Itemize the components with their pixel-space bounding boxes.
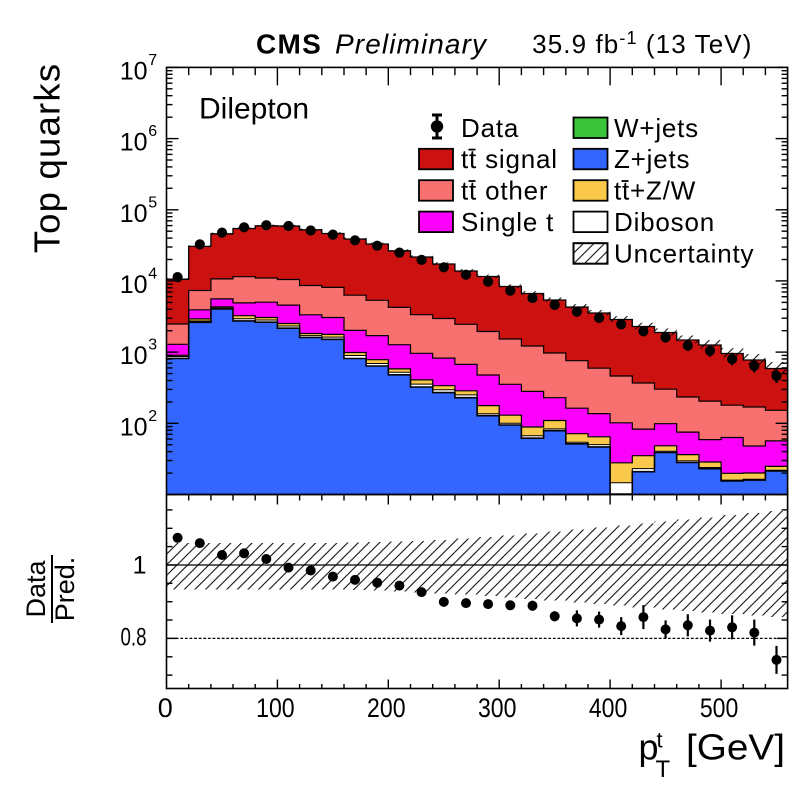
svg-text:5: 5 xyxy=(148,194,157,211)
svg-text:500: 500 xyxy=(700,693,739,723)
svg-text:200: 200 xyxy=(367,693,406,723)
svg-text:1: 1 xyxy=(133,552,147,580)
svg-text:CMS: CMS xyxy=(256,28,322,59)
svg-text:tt+Z/W: tt+Z/W xyxy=(614,176,696,206)
svg-text:Single t: Single t xyxy=(461,207,554,237)
svg-text:100: 100 xyxy=(256,693,295,723)
svg-text:W+jets: W+jets xyxy=(614,113,699,143)
svg-text:Top quarks: Top quarks xyxy=(27,63,68,254)
svg-text:Diboson: Diboson xyxy=(614,207,715,237)
svg-text:0.8: 0.8 xyxy=(121,624,147,652)
svg-text:tt other: tt other xyxy=(461,176,548,206)
svg-text:10: 10 xyxy=(120,342,148,370)
svg-text:[GeV]: [GeV] xyxy=(686,726,785,767)
svg-text:10: 10 xyxy=(120,413,148,441)
svg-text:Pred.: Pred. xyxy=(50,557,80,622)
svg-text:Uncertainty: Uncertainty xyxy=(614,239,754,269)
svg-text:300: 300 xyxy=(478,693,517,723)
svg-text:Data: Data xyxy=(461,113,519,143)
svg-text:Preliminary: Preliminary xyxy=(335,28,488,59)
svg-text:400: 400 xyxy=(589,693,628,723)
svg-text:4: 4 xyxy=(148,266,157,283)
svg-text:Data: Data xyxy=(21,560,51,618)
svg-text:35.9 fb-1 (13 TeV): 35.9 fb-1 (13 TeV) xyxy=(532,28,752,59)
svg-text:10: 10 xyxy=(120,200,148,228)
svg-text:t: t xyxy=(657,728,663,753)
svg-text:3: 3 xyxy=(148,337,157,354)
svg-text:Dilepton: Dilepton xyxy=(199,93,309,126)
svg-text:p: p xyxy=(639,726,659,767)
svg-text:Z+jets: Z+jets xyxy=(614,144,690,174)
svg-text:10: 10 xyxy=(120,129,148,157)
svg-text:0: 0 xyxy=(158,693,173,723)
svg-text:2: 2 xyxy=(148,408,157,425)
svg-text:10: 10 xyxy=(120,271,148,299)
svg-text:tt signal: tt signal xyxy=(461,144,558,174)
svg-text:6: 6 xyxy=(148,123,157,140)
svg-text:T: T xyxy=(656,756,671,783)
svg-text:7: 7 xyxy=(148,52,157,69)
svg-text:10: 10 xyxy=(120,57,148,85)
